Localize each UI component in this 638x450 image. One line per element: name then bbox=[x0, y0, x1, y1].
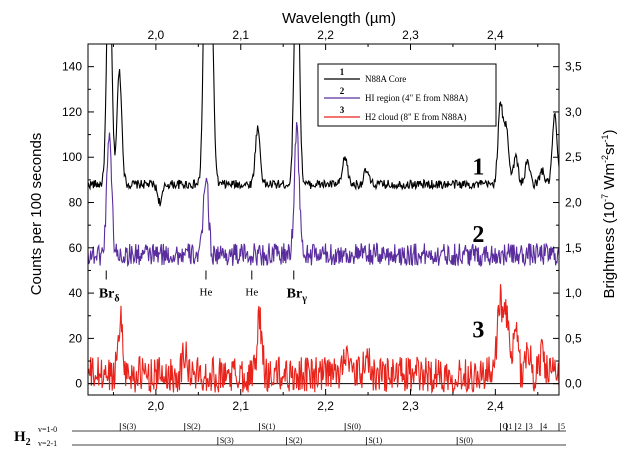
right-tick-label: 3,5 bbox=[565, 60, 582, 74]
x-top-tick-label: 2,0 bbox=[148, 28, 165, 42]
h2-name-main: H bbox=[14, 429, 26, 445]
curve-number-1: 1 bbox=[472, 154, 484, 180]
plot-frame bbox=[87, 43, 560, 396]
series-line-2 bbox=[88, 122, 559, 268]
h2-line-list: H2v=1-0 S(3) S(2) S(1) S(0) Q 1 2 3 4 5v=2-1 S(3) S(… bbox=[14, 422, 566, 448]
h2-line-label: 5 bbox=[561, 422, 565, 431]
right-tick-label: 0,5 bbox=[565, 331, 582, 345]
x-top-tick-label: 2,1 bbox=[232, 28, 249, 42]
y-tick-label: 100 bbox=[62, 150, 82, 164]
legend-number: 2 bbox=[340, 86, 345, 96]
h2-line-label: S(1) bbox=[368, 436, 382, 445]
h2-row-label: v=2-1 bbox=[38, 439, 57, 448]
h2-line-label: Q bbox=[502, 422, 508, 431]
curve-number-3: 3 bbox=[472, 317, 484, 343]
left-axis-title: Counts per 100 seconds bbox=[28, 133, 45, 296]
right-axis-title-main: Brightness (10 bbox=[601, 202, 618, 299]
right-tick-label: 3,0 bbox=[565, 105, 582, 119]
h2-line-label: S(0) bbox=[459, 436, 473, 445]
x-top-tick-label: 2,3 bbox=[402, 28, 419, 42]
h2-line-label: 2 bbox=[518, 422, 522, 431]
x-bottom-tick-label: 2,4 bbox=[487, 399, 504, 413]
y-tick-label: 80 bbox=[69, 196, 83, 210]
y-tick-label: 40 bbox=[69, 286, 83, 300]
x-bottom-tick-label: 2,0 bbox=[148, 399, 165, 413]
x-top-tick-label: 2,2 bbox=[317, 28, 334, 42]
line-label: He bbox=[200, 286, 213, 298]
h2-line-label: S(3) bbox=[122, 422, 136, 431]
right-axis-title-exp2: -2 bbox=[600, 155, 610, 163]
line-label: He bbox=[245, 286, 258, 298]
right-axis-title-exp3: -1 bbox=[600, 134, 610, 142]
y-tick-label: 60 bbox=[69, 241, 83, 255]
br-label-sub: γ bbox=[301, 294, 307, 305]
br-label: Brγ bbox=[287, 287, 308, 305]
legend-label: N88A Core bbox=[365, 74, 406, 84]
curve-number-2: 2 bbox=[472, 222, 484, 248]
plot-area: 0 20 40 60 80 100 120 140 0,0 0,5 1,0 1,5 2,0 2,5 3,0 3… bbox=[62, 28, 582, 413]
h2-line-label: S(0) bbox=[347, 422, 361, 431]
right-tick-label: 1,0 bbox=[565, 286, 582, 300]
br-label: Brδ bbox=[99, 287, 120, 305]
legend-label: HI region (4" E from N88A) bbox=[365, 93, 468, 103]
right-axis-title: Brightness (10-7 Wm-2sr-1) bbox=[600, 129, 618, 298]
x-bottom-tick-label: 2,1 bbox=[232, 399, 249, 413]
h2-line-label: 3 bbox=[529, 422, 533, 431]
legend-box bbox=[317, 63, 497, 127]
y-tick-label: 20 bbox=[69, 331, 83, 345]
right-tick-label: 2,5 bbox=[565, 150, 582, 164]
h2-line-label: S(2) bbox=[187, 422, 201, 431]
legend-number: 1 bbox=[340, 67, 345, 77]
x-top-tick-label: 2,4 bbox=[487, 28, 504, 42]
x-bottom-tick-label: 2,2 bbox=[317, 399, 334, 413]
right-axis-title-sr: sr bbox=[601, 142, 618, 155]
right-tick-label: 0,0 bbox=[565, 377, 582, 391]
h2-line-label: S(3) bbox=[220, 436, 234, 445]
right-axis-title-mid: Wm bbox=[601, 163, 618, 194]
br-label-sub: δ bbox=[114, 294, 119, 305]
series-line-1 bbox=[88, 44, 559, 207]
right-tick-label: 1,5 bbox=[565, 241, 582, 255]
y-tick-label: 120 bbox=[62, 105, 82, 119]
series-line-3 bbox=[88, 284, 559, 395]
h2-name: H2 bbox=[14, 429, 31, 448]
h2-line-label: 1 bbox=[508, 422, 512, 431]
y-tick-label: 0 bbox=[75, 377, 82, 391]
h2-row-label: v=1-0 bbox=[38, 425, 57, 434]
legend: 1 N88A Core 2 HI region (4" E from N88A) 3 H2… bbox=[317, 63, 497, 127]
h2-line-label: S(2) bbox=[289, 436, 303, 445]
right-axis-title-end: ) bbox=[601, 129, 618, 134]
top-axis-title: Wavelength (µm) bbox=[282, 10, 396, 27]
legend-number: 3 bbox=[340, 105, 345, 115]
h2-line-label: 4 bbox=[543, 422, 547, 431]
h2-name-sub: 2 bbox=[26, 437, 31, 448]
x-bottom-tick-label: 2,3 bbox=[402, 399, 419, 413]
y-tick-label: 140 bbox=[62, 60, 82, 74]
right-tick-label: 2,0 bbox=[565, 196, 582, 210]
legend-label: H2 cloud (8" E from N88A) bbox=[365, 112, 466, 122]
right-axis-title-exp1: -7 bbox=[600, 194, 610, 202]
br-label-main: Br bbox=[99, 287, 115, 302]
curves bbox=[88, 44, 559, 395]
br-label-main: Br bbox=[287, 287, 303, 302]
h2-line-label: S(1) bbox=[261, 422, 275, 431]
